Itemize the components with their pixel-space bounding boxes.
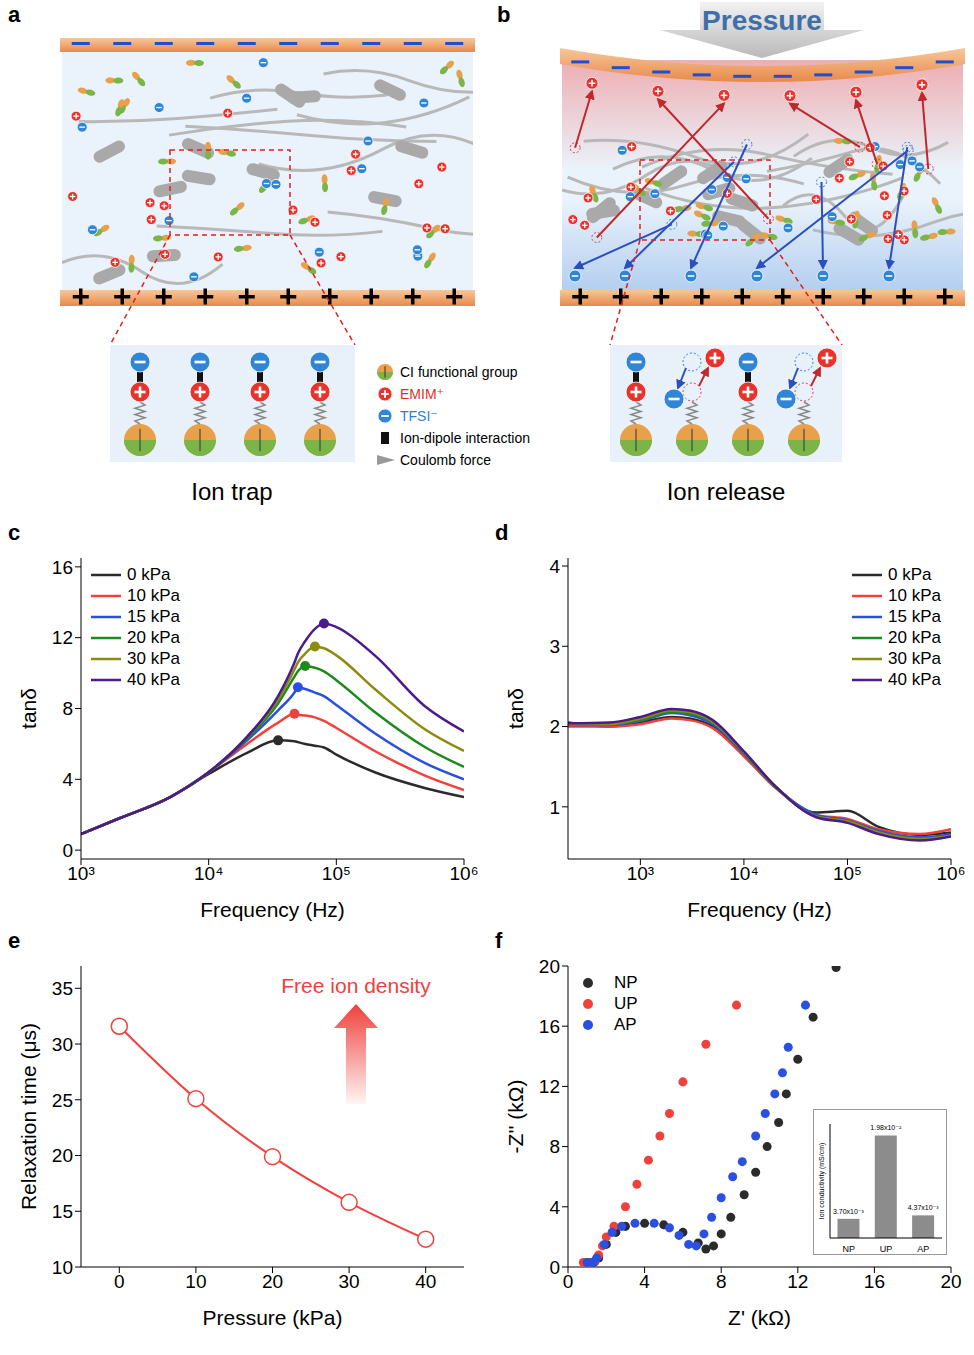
svg-text:8: 8 [62,698,73,719]
svg-text:0: 0 [563,1271,574,1292]
svg-text:8: 8 [549,1136,560,1157]
svg-text:0: 0 [114,1271,125,1292]
svg-text:10⁵: 10⁵ [833,863,862,884]
svg-text:Frequency (Hz): Frequency (Hz) [200,898,345,921]
html-text:15 kPa: 15 kPa [888,606,941,626]
html-text:AP: AP [614,1014,637,1034]
html-text:NP: NP [614,972,638,992]
svg-text:12: 12 [539,1076,560,1097]
html-text:UP: UP [614,993,638,1013]
html-text:10 kPa: 10 kPa [888,585,941,605]
svg-text:20: 20 [940,1271,961,1292]
html-text:0 kPa: 0 kPa [127,564,171,584]
svg-text:CI functional group: CI functional group [400,364,518,380]
svg-text:4.37x10⁻³: 4.37x10⁻³ [908,1204,940,1211]
svg-text:10⁶: 10⁶ [937,863,966,884]
svg-text:30: 30 [339,1271,360,1292]
svg-text:10⁴: 10⁴ [729,863,758,884]
svg-text:Frequency (Hz): Frequency (Hz) [687,898,832,921]
svg-text:-Z'' (kΩ): -Z'' (kΩ) [504,1080,527,1154]
svg-text:10⁴: 10⁴ [194,863,223,884]
svg-text:1.98x10⁻²: 1.98x10⁻² [870,1124,902,1131]
html-text:30 kPa: 30 kPa [888,648,941,668]
svg-text:TFSI⁻: TFSI⁻ [400,408,438,424]
html-text:40 kPa: 40 kPa [127,669,180,689]
svg-text:4: 4 [639,1271,650,1292]
svg-text:0: 0 [62,840,73,861]
svg-text:4: 4 [62,769,73,790]
html-text:e: e [8,928,21,953]
svg-text:4: 4 [549,1197,560,1218]
svg-text:20: 20 [52,1145,73,1166]
svg-text:16: 16 [539,1016,560,1037]
html-text:Free ion density: Free ion density [281,974,431,997]
html-text:d: d [495,520,509,545]
svg-text:Z' (kΩ): Z' (kΩ) [728,1306,791,1329]
svg-text:AP: AP [917,1244,929,1254]
html-text:30 kPa: 30 kPa [127,648,180,668]
svg-text:10⁶: 10⁶ [450,863,479,884]
svg-text:4: 4 [549,556,560,577]
svg-text:12: 12 [52,627,73,648]
svg-text:b: b [497,2,510,27]
svg-text:16: 16 [864,1271,885,1292]
html-text:40 kPa: 40 kPa [888,669,941,689]
svg-text:tanδ: tanδ [504,688,527,729]
svg-text:12: 12 [787,1271,808,1292]
svg-text:10³: 10³ [67,863,94,884]
svg-text:EMIM⁺: EMIM⁺ [400,386,444,402]
svg-text:10: 10 [52,1257,73,1278]
svg-text:15: 15 [52,1201,73,1222]
svg-text:30: 30 [52,1034,73,1055]
svg-text:Ion trap: Ion trap [191,478,272,505]
svg-text:Pressure: Pressure [702,5,822,36]
svg-text:3: 3 [549,636,560,657]
html-text:10 kPa: 10 kPa [127,585,180,605]
svg-text:16: 16 [52,557,73,578]
html-text:c: c [8,520,21,545]
html-text:0 kPa: 0 kPa [888,564,932,584]
svg-text:tanδ: tanδ [17,688,40,729]
svg-text:10³: 10³ [627,863,654,884]
html-text:20 kPa: 20 kPa [888,627,941,647]
svg-text:20: 20 [262,1271,283,1292]
html-text:20 kPa: 20 kPa [127,627,180,647]
svg-text:Ion release: Ion release [667,478,786,505]
svg-text:NP: NP [842,1244,855,1254]
svg-text:Coulomb force: Coulomb force [400,452,491,468]
svg-text:8: 8 [716,1271,727,1292]
svg-text:Relaxation time (μs): Relaxation time (μs) [17,1023,40,1210]
svg-text:40: 40 [415,1271,436,1292]
svg-text:10⁵: 10⁵ [322,863,351,884]
svg-text:0: 0 [549,1257,560,1278]
svg-text:UP: UP [880,1244,893,1254]
svg-text:Pressure (kPa): Pressure (kPa) [202,1306,342,1329]
svg-text:20: 20 [539,956,560,977]
svg-text:2: 2 [549,716,560,737]
html-text:f: f [495,928,503,953]
svg-text:1: 1 [549,797,560,818]
svg-text:3.70x10⁻³: 3.70x10⁻³ [833,1208,865,1215]
svg-text:10: 10 [185,1271,206,1292]
svg-text:Ion-dipole interaction: Ion-dipole interaction [400,430,530,446]
html-text:15 kPa: 15 kPa [127,606,180,626]
svg-text:25: 25 [52,1090,73,1111]
svg-text:a: a [8,2,21,27]
svg-text:Ion conductivity (mS/cm): Ion conductivity (mS/cm) [818,1143,826,1220]
svg-text:35: 35 [52,978,73,999]
